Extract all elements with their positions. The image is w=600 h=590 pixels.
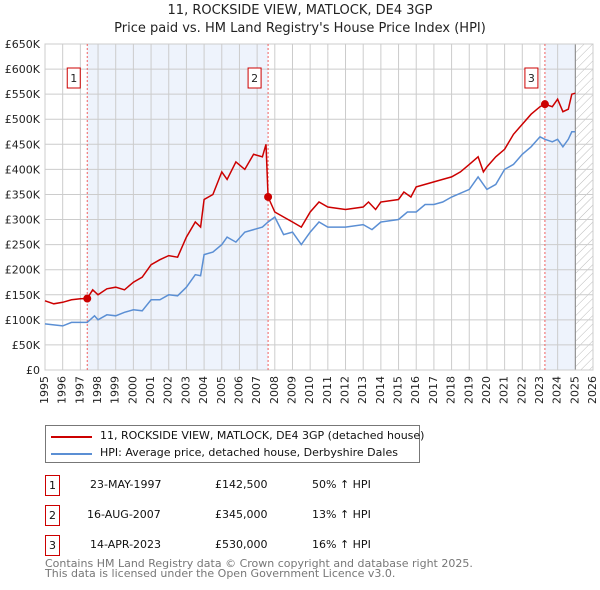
shaded-ownership-range xyxy=(87,44,269,370)
x-tick-label: 2001 xyxy=(144,376,157,404)
sale-point xyxy=(264,192,273,201)
sale-hpi: 16% ↑ HPI xyxy=(312,538,371,551)
sale-label-box: 3 xyxy=(524,67,539,89)
sale-number: 3 xyxy=(45,535,60,556)
sale-point xyxy=(83,294,92,303)
sale-price: £530,000 xyxy=(215,538,268,551)
sale-row: 3 14-APR-2023 £530,000 16% ↑ HPI xyxy=(45,535,465,556)
y-tick-label: £100K xyxy=(5,314,41,327)
x-tick-label: 2024 xyxy=(551,376,564,404)
y-tick-label: £450K xyxy=(5,138,41,151)
sale-number: 1 xyxy=(45,475,60,496)
chart-subtitle: Price paid vs. HM Land Registry's House … xyxy=(114,21,486,36)
sale-label-border xyxy=(247,67,262,89)
x-tick-label: 2025 xyxy=(568,376,581,404)
price-chart: 1995 1996 1997 1998 1999 2000 2001 2002 2003 2004… xyxy=(5,38,599,404)
x-tick-label: 2015 xyxy=(392,376,405,404)
x-tick-label: 2021 xyxy=(498,376,511,404)
x-tick-label: 2023 xyxy=(533,376,546,404)
plot-frame xyxy=(44,43,594,371)
forecast-hatch xyxy=(575,44,593,370)
legend-swatch-red xyxy=(51,436,92,438)
x-tick-label: 2005 xyxy=(215,376,228,404)
y-tick-label: £400K xyxy=(5,163,41,176)
x-tick-label: 2018 xyxy=(445,376,458,404)
legend-label: 11, ROCKSIDE VIEW, MATLOCK, DE4 3GP (det… xyxy=(100,429,425,442)
sale-date: 14-APR-2023 xyxy=(90,538,162,551)
sale-date: 16-AUG-2007 xyxy=(87,508,161,521)
x-tick-label: 2000 xyxy=(126,376,139,404)
sale-number: 2 xyxy=(45,505,60,526)
y-tick-label: £550K xyxy=(5,88,41,101)
y-tick-label: £200K xyxy=(5,264,41,277)
sale-label-box: 1 xyxy=(66,67,81,89)
x-tick-label: 2026 xyxy=(586,376,599,404)
series-line xyxy=(44,92,576,305)
x-tick-label: 2010 xyxy=(303,376,316,404)
x-tick-label: 1998 xyxy=(91,376,104,404)
sale-label-border xyxy=(66,67,81,89)
legend-swatch-blue xyxy=(51,453,92,455)
y-tick-label: £650K xyxy=(5,38,41,51)
sale-label-box: 2 xyxy=(247,67,262,89)
legend: 11, ROCKSIDE VIEW, MATLOCK, DE4 3GP (det… xyxy=(45,425,424,463)
x-tick-label: 1999 xyxy=(109,376,122,404)
x-tick-label: 2016 xyxy=(409,376,422,404)
sale-label-number: 1 xyxy=(70,72,77,85)
footer-licence: This data is licensed under the Open Gov… xyxy=(45,567,396,580)
x-tick-label: 2002 xyxy=(162,376,175,404)
series-line xyxy=(44,131,576,327)
x-tick-label: 2014 xyxy=(374,376,387,404)
y-tick-label: £600K xyxy=(5,63,41,76)
x-tick-label: 1996 xyxy=(56,376,69,404)
y-tick-label: £500K xyxy=(5,113,41,126)
shaded-ownership-range xyxy=(544,44,576,370)
x-tick-label: 1997 xyxy=(73,376,86,404)
x-tick-label: 2013 xyxy=(356,376,369,404)
x-tick-label: 2007 xyxy=(250,376,263,404)
footer: Contains HM Land Registry data © Crown c… xyxy=(45,557,473,580)
chart-title: 11, ROCKSIDE VIEW, MATLOCK, DE4 3GP xyxy=(167,3,433,18)
sale-hpi: 50% ↑ HPI xyxy=(312,478,371,491)
y-tick-label: £50K xyxy=(12,339,41,352)
x-tick-label: 2020 xyxy=(480,376,493,404)
sale-price: £345,000 xyxy=(215,508,268,521)
x-tick-label: 2012 xyxy=(339,376,352,404)
x-tick-label: 2022 xyxy=(515,376,528,404)
x-tick-label: 2017 xyxy=(427,376,440,404)
y-tick-label: £150K xyxy=(5,289,41,302)
sale-label-number: 2 xyxy=(251,72,258,85)
sale-point xyxy=(540,100,549,109)
sale-date: 23-MAY-1997 xyxy=(90,478,162,491)
sale-hpi: 13% ↑ HPI xyxy=(312,508,371,521)
sale-row: 2 16-AUG-2007 £345,000 13% ↑ HPI xyxy=(45,505,465,526)
x-tick-label: 2006 xyxy=(232,376,245,404)
x-tick-label: 2019 xyxy=(462,376,475,404)
x-tick-label: 2011 xyxy=(321,376,334,404)
sale-row: 1 23-MAY-1997 £142,500 50% ↑ HPI xyxy=(45,475,465,496)
x-tick-label: 2009 xyxy=(285,376,298,404)
sale-price: £142,500 xyxy=(215,478,268,491)
sale-label-number: 3 xyxy=(528,72,535,85)
y-tick-label: £0 xyxy=(26,364,40,377)
x-tick-label: 2008 xyxy=(268,376,281,404)
y-tick-label: £250K xyxy=(5,239,41,252)
sale-label-border xyxy=(524,67,539,89)
x-tick-label: 2004 xyxy=(197,376,210,404)
footer-copyright: Contains HM Land Registry data © Crown c… xyxy=(45,557,473,570)
y-tick-label: £300K xyxy=(5,214,41,227)
legend-label: HPI: Average price, detached house, Derb… xyxy=(100,446,398,459)
x-tick-label: 1995 xyxy=(38,376,51,404)
y-tick-label: £350K xyxy=(5,188,41,201)
x-tick-label: 2003 xyxy=(179,376,192,404)
